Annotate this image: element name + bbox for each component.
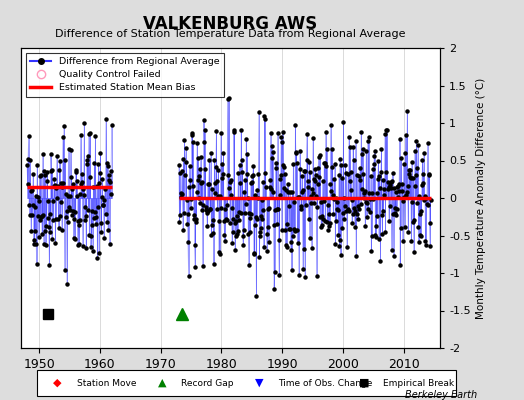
Text: Time of Obs. Change: Time of Obs. Change xyxy=(278,378,372,388)
Text: ▲: ▲ xyxy=(158,378,167,388)
Text: Station Move: Station Move xyxy=(77,378,136,388)
Y-axis label: Monthly Temperature Anomaly Difference (°C): Monthly Temperature Anomaly Difference (… xyxy=(476,77,486,319)
Text: Empirical Break: Empirical Break xyxy=(383,378,454,388)
Text: Difference of Station Temperature Data from Regional Average: Difference of Station Temperature Data f… xyxy=(56,29,406,39)
Legend: Difference from Regional Average, Quality Control Failed, Estimated Station Mean: Difference from Regional Average, Qualit… xyxy=(26,53,224,97)
Text: Record Gap: Record Gap xyxy=(181,378,234,388)
Text: Berkeley Earth: Berkeley Earth xyxy=(405,390,477,400)
Title: VALKENBURG AWS: VALKENBURG AWS xyxy=(144,14,318,32)
Text: ◆: ◆ xyxy=(53,378,62,388)
FancyBboxPatch shape xyxy=(37,370,456,396)
Text: ▼: ▼ xyxy=(255,378,263,388)
Text: ■: ■ xyxy=(359,378,370,388)
